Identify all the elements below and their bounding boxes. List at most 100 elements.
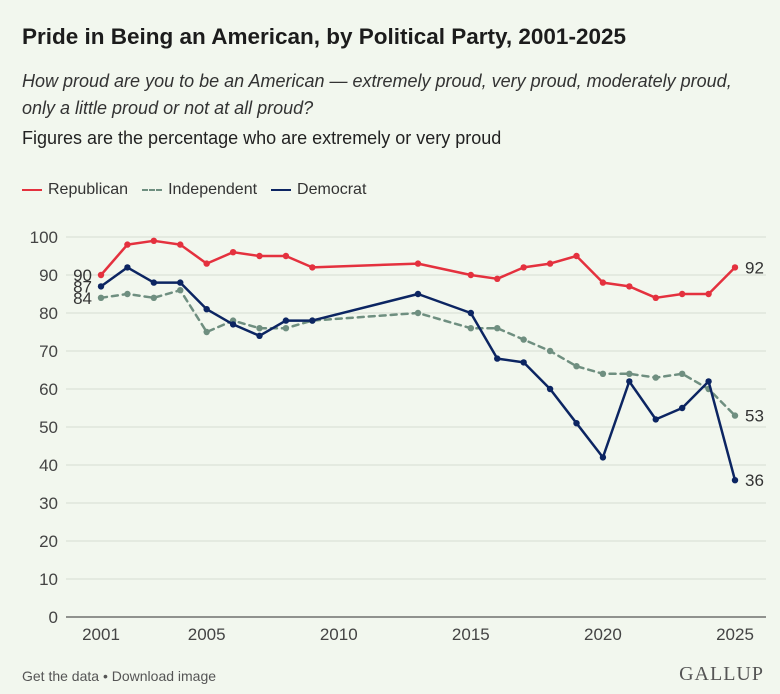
- data-point-republican-2022: [652, 294, 659, 301]
- x-tick-label-2001: 2001: [82, 625, 120, 644]
- data-point-democrat-2002: [124, 264, 131, 271]
- chart-subtitle: How proud are you to be an American — ex…: [22, 71, 732, 118]
- legend-label-independent: Independent: [168, 181, 258, 198]
- legend-swatch-republican: [22, 189, 42, 191]
- data-point-democrat-2008: [282, 317, 290, 324]
- y-tick-label-20: 20: [39, 532, 58, 551]
- data-point-republican-2003: [150, 237, 158, 244]
- y-tick-label-30: 30: [39, 494, 58, 513]
- data-point-republican-2004: [177, 241, 184, 248]
- chart-note: Figures are the percentage who are extre…: [22, 128, 502, 148]
- legend-swatch-independent: [142, 189, 163, 191]
- data-point-republican-2005: [203, 260, 210, 267]
- data-point-republican-2006: [229, 249, 237, 256]
- data-point-independent-2023: [678, 370, 686, 377]
- y-tick-label-70: 70: [39, 342, 58, 361]
- data-point-democrat-2021: [626, 378, 633, 385]
- data-point-democrat-2015: [467, 309, 475, 317]
- series-line-republican: [99, 239, 737, 300]
- data-point-independent-2016: [494, 325, 501, 332]
- data-point-democrat-2007: [256, 332, 263, 339]
- data-point-democrat-2013: [414, 290, 422, 298]
- legend-label-democrat: Democrat: [297, 181, 367, 198]
- data-point-republican-2020: [599, 279, 607, 286]
- data-point-democrat-2022: [652, 416, 659, 423]
- data-point-democrat-2006: [229, 321, 237, 328]
- data-point-democrat-2003: [150, 279, 158, 286]
- chart-title: Pride in Being an American, by Political…: [22, 24, 626, 49]
- data-point-independent-2007: [256, 325, 263, 332]
- legend-swatch-democrat: [271, 189, 292, 191]
- y-tick-label-80: 80: [39, 304, 58, 323]
- data-point-independent-2020: [599, 370, 607, 377]
- x-tick-label-2015: 2015: [452, 625, 490, 644]
- grid-layer: 0 10 20 30 40 50 60 70 80 90 100 2001 2005 2010 2015 20…: [30, 228, 766, 644]
- data-point-independent-2019: [573, 363, 580, 370]
- data-point-republican-2023: [678, 290, 686, 298]
- start-label-republican: 90: [73, 266, 92, 285]
- label-layer: 90 92 84 53 87 36: [73, 258, 764, 490]
- data-point-republican-2001: [97, 271, 105, 279]
- data-point-independent-2013: [414, 309, 422, 317]
- data-point-independent-2001: [97, 294, 105, 301]
- footer-links: Get the data • Download image: [22, 668, 216, 684]
- x-tick-label-2010: 2010: [320, 625, 358, 644]
- data-point-democrat-2009: [309, 317, 316, 324]
- data-point-republican-2024: [705, 290, 712, 298]
- data-point-independent-2018: [546, 347, 554, 355]
- data-point-democrat-2018: [546, 385, 554, 393]
- data-point-republican-2018: [546, 260, 554, 267]
- data-point-democrat-2017: [520, 359, 527, 366]
- data-point-democrat-2004: [177, 279, 184, 286]
- y-tick-label-0: 0: [49, 608, 58, 627]
- data-point-republican-2025: [731, 264, 739, 271]
- chart-legend: Republican Independent Democrat: [22, 181, 380, 199]
- data-point-democrat-2025: [731, 477, 739, 484]
- data-point-independent-2015: [467, 325, 475, 332]
- y-tick-label-40: 40: [39, 456, 58, 475]
- data-point-independent-2025: [731, 412, 739, 419]
- series-layer: [97, 237, 739, 484]
- download-image-link[interactable]: Download image: [111, 668, 217, 684]
- data-point-independent-2021: [626, 370, 633, 377]
- start-label-independent: 84: [73, 289, 92, 308]
- data-point-republican-2002: [124, 241, 131, 248]
- legend-item-democrat: Democrat: [271, 181, 366, 199]
- y-tick-label-10: 10: [39, 570, 58, 589]
- data-point-democrat-2019: [573, 420, 580, 427]
- legend-item-independent: Independent: [142, 181, 257, 199]
- data-point-republican-2015: [467, 271, 475, 279]
- data-point-republican-2016: [494, 275, 501, 282]
- end-label-independent: 53: [745, 407, 764, 426]
- y-tick-label-60: 60: [39, 380, 58, 399]
- data-point-republican-2009: [309, 264, 316, 271]
- data-point-democrat-2023: [678, 404, 686, 412]
- y-tick-label-100: 100: [30, 228, 58, 247]
- data-point-democrat-2005: [203, 306, 210, 313]
- footer-separator: •: [99, 668, 112, 684]
- data-point-independent-2017: [520, 336, 527, 343]
- data-point-democrat-2001: [97, 283, 105, 290]
- data-point-democrat-2016: [494, 355, 501, 362]
- data-point-independent-2003: [150, 294, 158, 301]
- data-point-independent-2004: [177, 287, 184, 294]
- y-tick-label-50: 50: [39, 418, 58, 437]
- data-point-republican-2007: [256, 252, 263, 260]
- data-point-independent-2022: [652, 374, 659, 381]
- data-point-independent-2005: [203, 328, 210, 336]
- data-point-republican-2021: [626, 283, 633, 290]
- data-point-republican-2019: [573, 252, 580, 260]
- data-point-republican-2013: [414, 260, 422, 267]
- y-tick-label-90: 90: [39, 266, 58, 285]
- data-point-democrat-2020: [599, 454, 607, 461]
- start-label-democrat: 87: [73, 277, 92, 296]
- series-line-democrat: [99, 266, 737, 482]
- legend-label-republican: Republican: [48, 181, 129, 198]
- data-point-republican-2008: [282, 252, 290, 260]
- x-tick-label-2025: 2025: [716, 625, 754, 644]
- legend-item-republican: Republican: [22, 181, 128, 199]
- data-point-republican-2017: [520, 264, 527, 271]
- data-point-democrat-2024: [705, 378, 712, 385]
- get-data-link[interactable]: Get the data: [22, 668, 100, 684]
